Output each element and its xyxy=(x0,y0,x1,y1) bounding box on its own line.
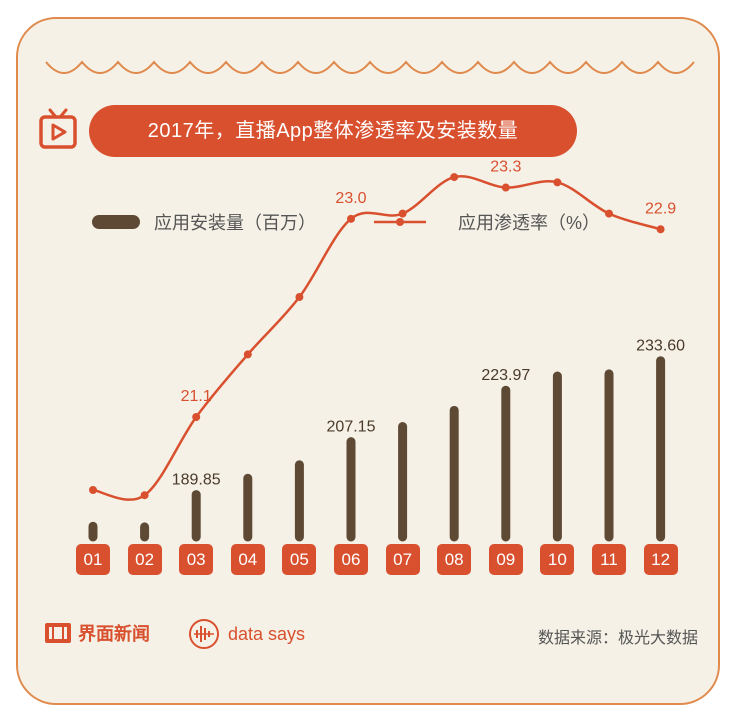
tv-icon xyxy=(39,108,77,149)
month-label-10: 10 xyxy=(540,544,575,575)
line-series xyxy=(92,175,661,501)
legend-bar-item: 应用安装量（百万） xyxy=(92,209,316,235)
line-point-01 xyxy=(89,486,97,494)
month-label-12: 12 xyxy=(643,544,678,575)
legend-line-item: 应用渗透率（%） xyxy=(372,209,600,235)
month-label-02: 02 xyxy=(127,544,162,575)
month-label-03: 03 xyxy=(179,544,214,575)
line-point-09 xyxy=(501,183,510,192)
legend-bar-swatch xyxy=(92,215,140,229)
month-label-09: 09 xyxy=(488,544,523,575)
bar-label-06: 207.15 xyxy=(327,419,376,436)
line-point-04 xyxy=(243,350,252,359)
line-point-06 xyxy=(347,214,355,223)
chart-title: 2017年，直播App整体渗透率及安装数量 xyxy=(89,105,577,157)
line-point-05 xyxy=(295,293,304,302)
line-point-11 xyxy=(605,209,613,218)
bar-label-03: 189.85 xyxy=(172,472,221,489)
scallop-border xyxy=(45,60,695,74)
line-label-03: 21.1 xyxy=(181,388,212,405)
brand2-name: data says xyxy=(228,623,306,644)
line-label-12: 22.9 xyxy=(645,200,676,217)
line-point-08 xyxy=(450,173,459,182)
jiemian-logo-icon xyxy=(45,623,71,643)
legend-line-swatch xyxy=(374,218,426,226)
month-label-05: 05 xyxy=(282,544,317,575)
line-point-07 xyxy=(398,209,407,218)
datasays-logo: data says xyxy=(188,618,305,650)
bar-label-09: 223.97 xyxy=(481,367,530,384)
jiemian-logo: 界面新闻 xyxy=(44,620,150,646)
legend-bar-label: 应用安装量（百万） xyxy=(154,213,316,233)
line-point-03 xyxy=(192,412,201,421)
month-label-11: 11 xyxy=(592,544,626,575)
month-label-01: 01 xyxy=(76,544,110,575)
month-label-07: 07 xyxy=(385,544,420,575)
month-label-04: 04 xyxy=(230,544,265,575)
data-source: 数据来源：极光大数据 xyxy=(537,630,698,647)
brand-name: 界面新闻 xyxy=(78,624,150,644)
legend-line-label: 应用渗透率（%） xyxy=(458,213,601,233)
line-point-10 xyxy=(553,178,562,187)
month-label-08: 08 xyxy=(437,544,472,575)
line-point-12 xyxy=(656,225,665,234)
line-point-02 xyxy=(140,491,149,500)
line-label-09: 23.3 xyxy=(490,159,521,176)
bar-label-12: 233.60 xyxy=(636,338,685,355)
datasays-logo-icon xyxy=(189,619,219,649)
month-label-06: 06 xyxy=(334,544,368,575)
combo-chart: 189.85 207.15 223.97 233.60 21.1 23.0 23.3 22.9 xyxy=(88,159,685,542)
line-label-06: 23.0 xyxy=(335,190,366,207)
